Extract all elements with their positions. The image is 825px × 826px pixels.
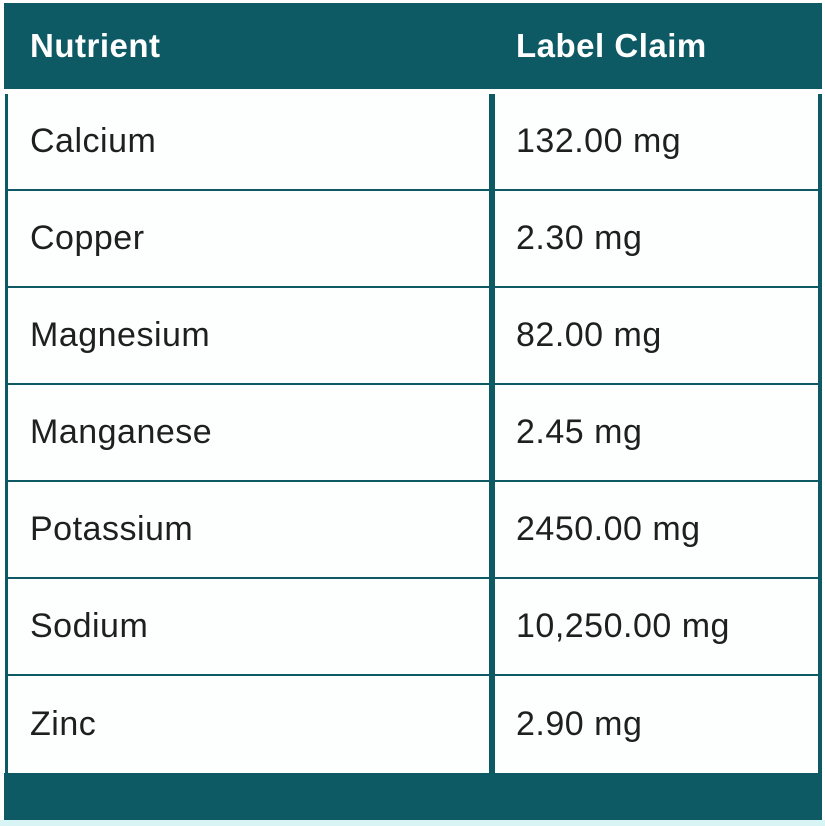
table-row: Manganese 2.45 mg	[8, 385, 818, 482]
column-divider	[489, 579, 495, 674]
nutrient-name: Potassium	[30, 510, 194, 548]
nutrient-name: Magnesium	[30, 316, 211, 354]
nutrient-name: Copper	[30, 219, 145, 257]
table-footer-bar	[4, 773, 822, 820]
nutrient-name: Calcium	[30, 122, 157, 160]
table-row: Potassium 2450.00 mg	[8, 482, 818, 579]
column-divider	[489, 676, 495, 773]
table-row: Calcium 132.00 mg	[8, 94, 818, 191]
label-claim-value: 10,250.00 mg	[516, 607, 730, 645]
nutrient-name: Sodium	[30, 607, 149, 645]
table-header-row: Nutrient Label Claim	[4, 3, 822, 89]
label-claim-value: 132.00 mg	[516, 122, 682, 160]
column-divider	[489, 288, 495, 383]
column-divider	[489, 385, 495, 480]
label-claim-value: 82.00 mg	[516, 316, 662, 354]
table-row: Zinc 2.90 mg	[8, 676, 818, 773]
label-claim-value: 2.90 mg	[516, 705, 643, 743]
column-divider	[489, 482, 495, 577]
nutrient-name: Manganese	[30, 413, 213, 451]
label-claim-value: 2.45 mg	[516, 413, 643, 451]
table-row: Magnesium 82.00 mg	[8, 288, 818, 385]
header-label-claim: Label Claim	[516, 27, 707, 64]
table-row: Copper 2.30 mg	[8, 191, 818, 288]
table-body: Calcium 132.00 mg Copper 2.30 mg Magnesi…	[5, 94, 822, 773]
table-row: Sodium 10,250.00 mg	[8, 579, 818, 676]
label-claim-value: 2450.00 mg	[516, 510, 701, 548]
column-divider	[489, 191, 495, 286]
label-claim-value: 2.30 mg	[516, 219, 643, 257]
nutrient-name: Zinc	[30, 705, 97, 743]
bottom-edge-glow	[0, 820, 825, 826]
column-divider	[489, 94, 495, 189]
header-nutrient: Nutrient	[30, 27, 161, 64]
